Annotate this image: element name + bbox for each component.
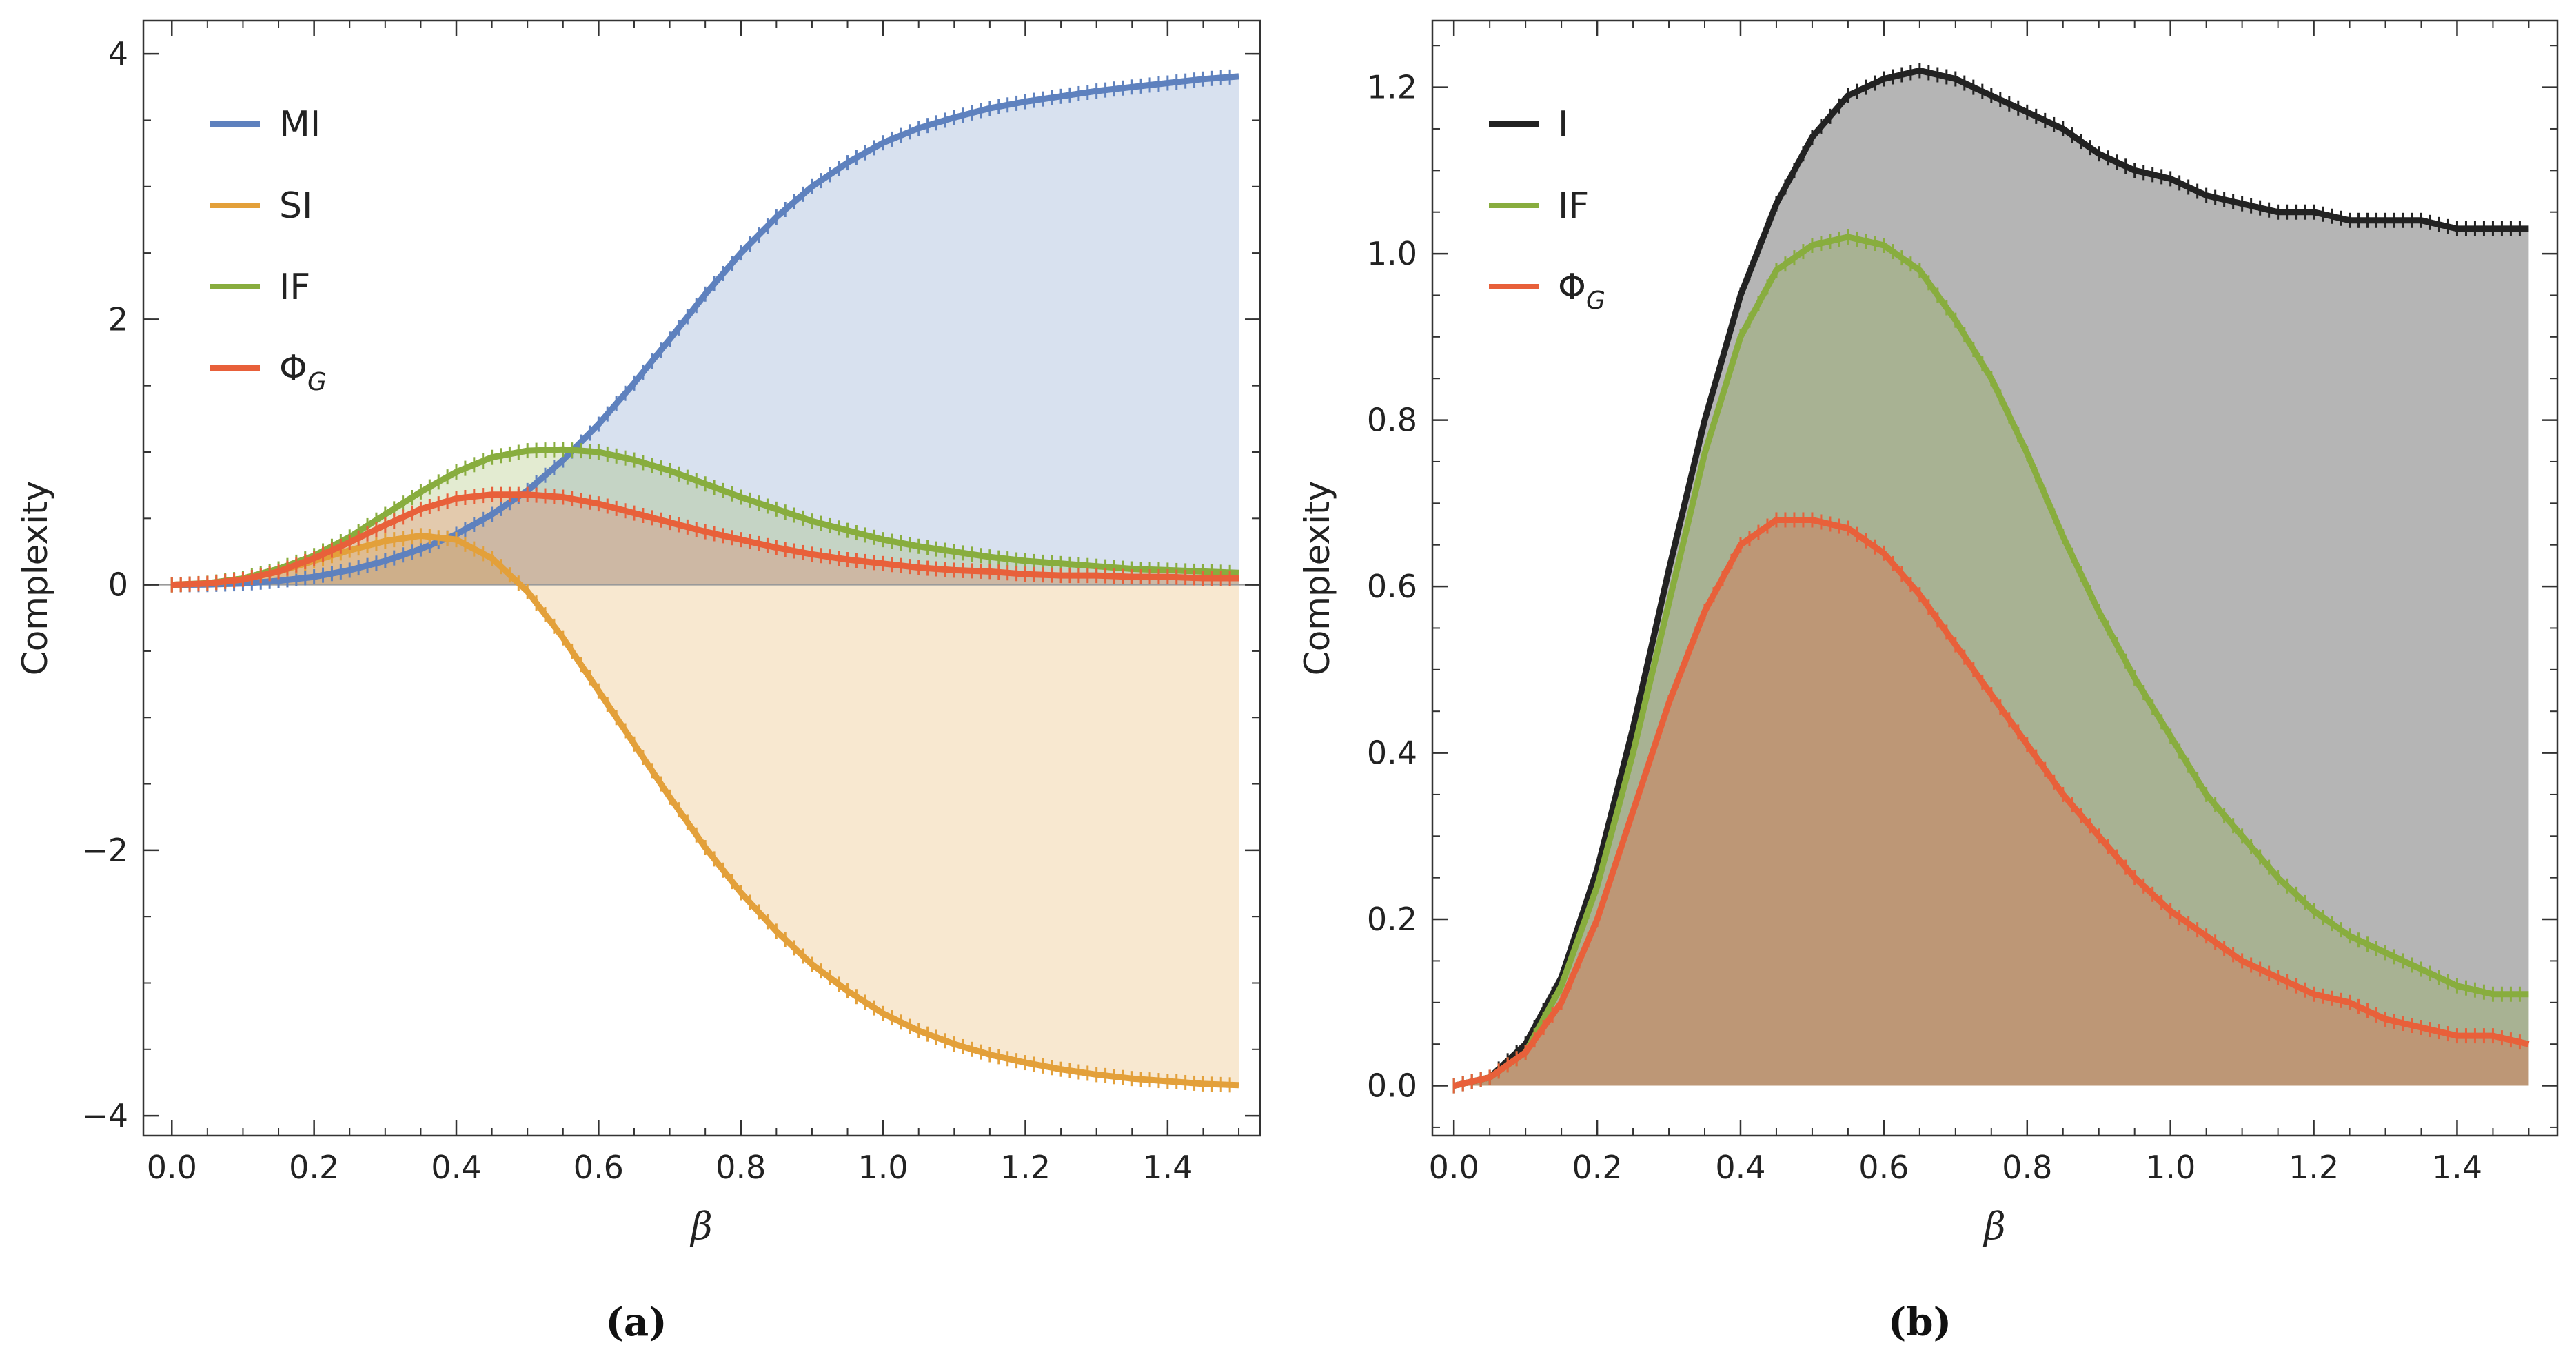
legend-label: SI: [279, 185, 312, 227]
x-tick-label: 1.4: [1142, 1149, 1193, 1186]
fill-i: [1454, 70, 2529, 1086]
y-tick-label: −2: [81, 832, 128, 869]
x-tick-label: 0.4: [431, 1149, 481, 1186]
errorbars-i: [1452, 63, 2521, 1094]
y-tick-label: 2: [108, 300, 128, 338]
legend-a: MI SI IF ΦG: [210, 104, 327, 396]
y-tick-label: 0.4: [1367, 735, 1417, 772]
y-tick-label: 0.2: [1367, 901, 1417, 938]
x-tick-label: 0.2: [289, 1149, 339, 1186]
legend-label: IF: [279, 267, 310, 308]
x-tick-label: 0.0: [1429, 1149, 1479, 1186]
fill-φg: [1454, 520, 2529, 1086]
plot-frame-a: [142, 19, 1261, 1137]
x-tick-label: 1.0: [2145, 1149, 2195, 1186]
panel-b: 0.0 0.2 0.4 0.6 0.8 1.0 1.2 1.4 0.0 0.2 0.4 0.6 0.8 1…: [1297, 19, 2559, 1345]
y-tick-label: 4: [108, 35, 128, 72]
panel-caption: (b): [1888, 1300, 1951, 1345]
panel-a: 0.0 0.2 0.4 0.6 0.8 1.0 1.2 1.4 −4 −2 0 2 4 β Complexi…: [15, 19, 1261, 1345]
legend-label-subscript: G: [1586, 287, 1605, 315]
errorbars-phig: [170, 486, 1231, 593]
x-tick-label: 0.8: [2002, 1149, 2052, 1186]
y-tick-label: 0.8: [1367, 402, 1417, 439]
y-axis-title: Complexity: [1297, 481, 1337, 675]
legend-label: I: [1558, 104, 1568, 145]
plot-frame-b: [1431, 19, 2559, 1137]
legend-label: IF: [1558, 185, 1589, 227]
y-axis-title: Complexity: [15, 481, 55, 675]
y-tick-label: 0.0: [1367, 1067, 1417, 1105]
errorbars-phig: [1452, 512, 2521, 1094]
x-axis-title: β: [689, 1205, 712, 1248]
y-tick-label: 1.2: [1367, 69, 1417, 106]
x-tick-label: 0.6: [574, 1149, 624, 1186]
x-tick-label: 1.4: [2432, 1149, 2482, 1186]
legend-label: ΦG: [1558, 267, 1605, 315]
x-axis-title: β: [1982, 1205, 2005, 1248]
x-tick-label: 1.2: [2289, 1149, 2339, 1186]
legend-label: ΦG: [279, 348, 327, 396]
y-tick-label: 1.0: [1367, 235, 1417, 272]
fill-si: [172, 535, 1239, 1085]
legend-b: I IF ΦG: [1489, 104, 1605, 315]
x-tick-label: 1.0: [858, 1149, 909, 1186]
legend-label-subscript: G: [307, 368, 327, 396]
x-tick-label: 1.2: [1000, 1149, 1051, 1186]
fill-mi: [172, 76, 1239, 585]
y-tick-label: 0.6: [1367, 568, 1417, 605]
fill-φg: [172, 494, 1239, 585]
plot-area-a: [143, 69, 1260, 1093]
legend-label: MI: [279, 104, 321, 145]
fill-if: [1454, 236, 2529, 1086]
panel-caption: (a): [605, 1300, 667, 1345]
x-tick-label: 0.4: [1715, 1149, 1765, 1186]
plot-area-b: [1452, 63, 2530, 1094]
x-tick-label: 0.0: [147, 1149, 197, 1186]
x-tick-label: 0.8: [716, 1149, 766, 1186]
y-tick-label: 0: [108, 566, 128, 604]
x-tick-label: 0.2: [1572, 1149, 1623, 1186]
y-tick-label: −4: [81, 1097, 128, 1134]
x-tick-label: 0.6: [1858, 1149, 1909, 1186]
